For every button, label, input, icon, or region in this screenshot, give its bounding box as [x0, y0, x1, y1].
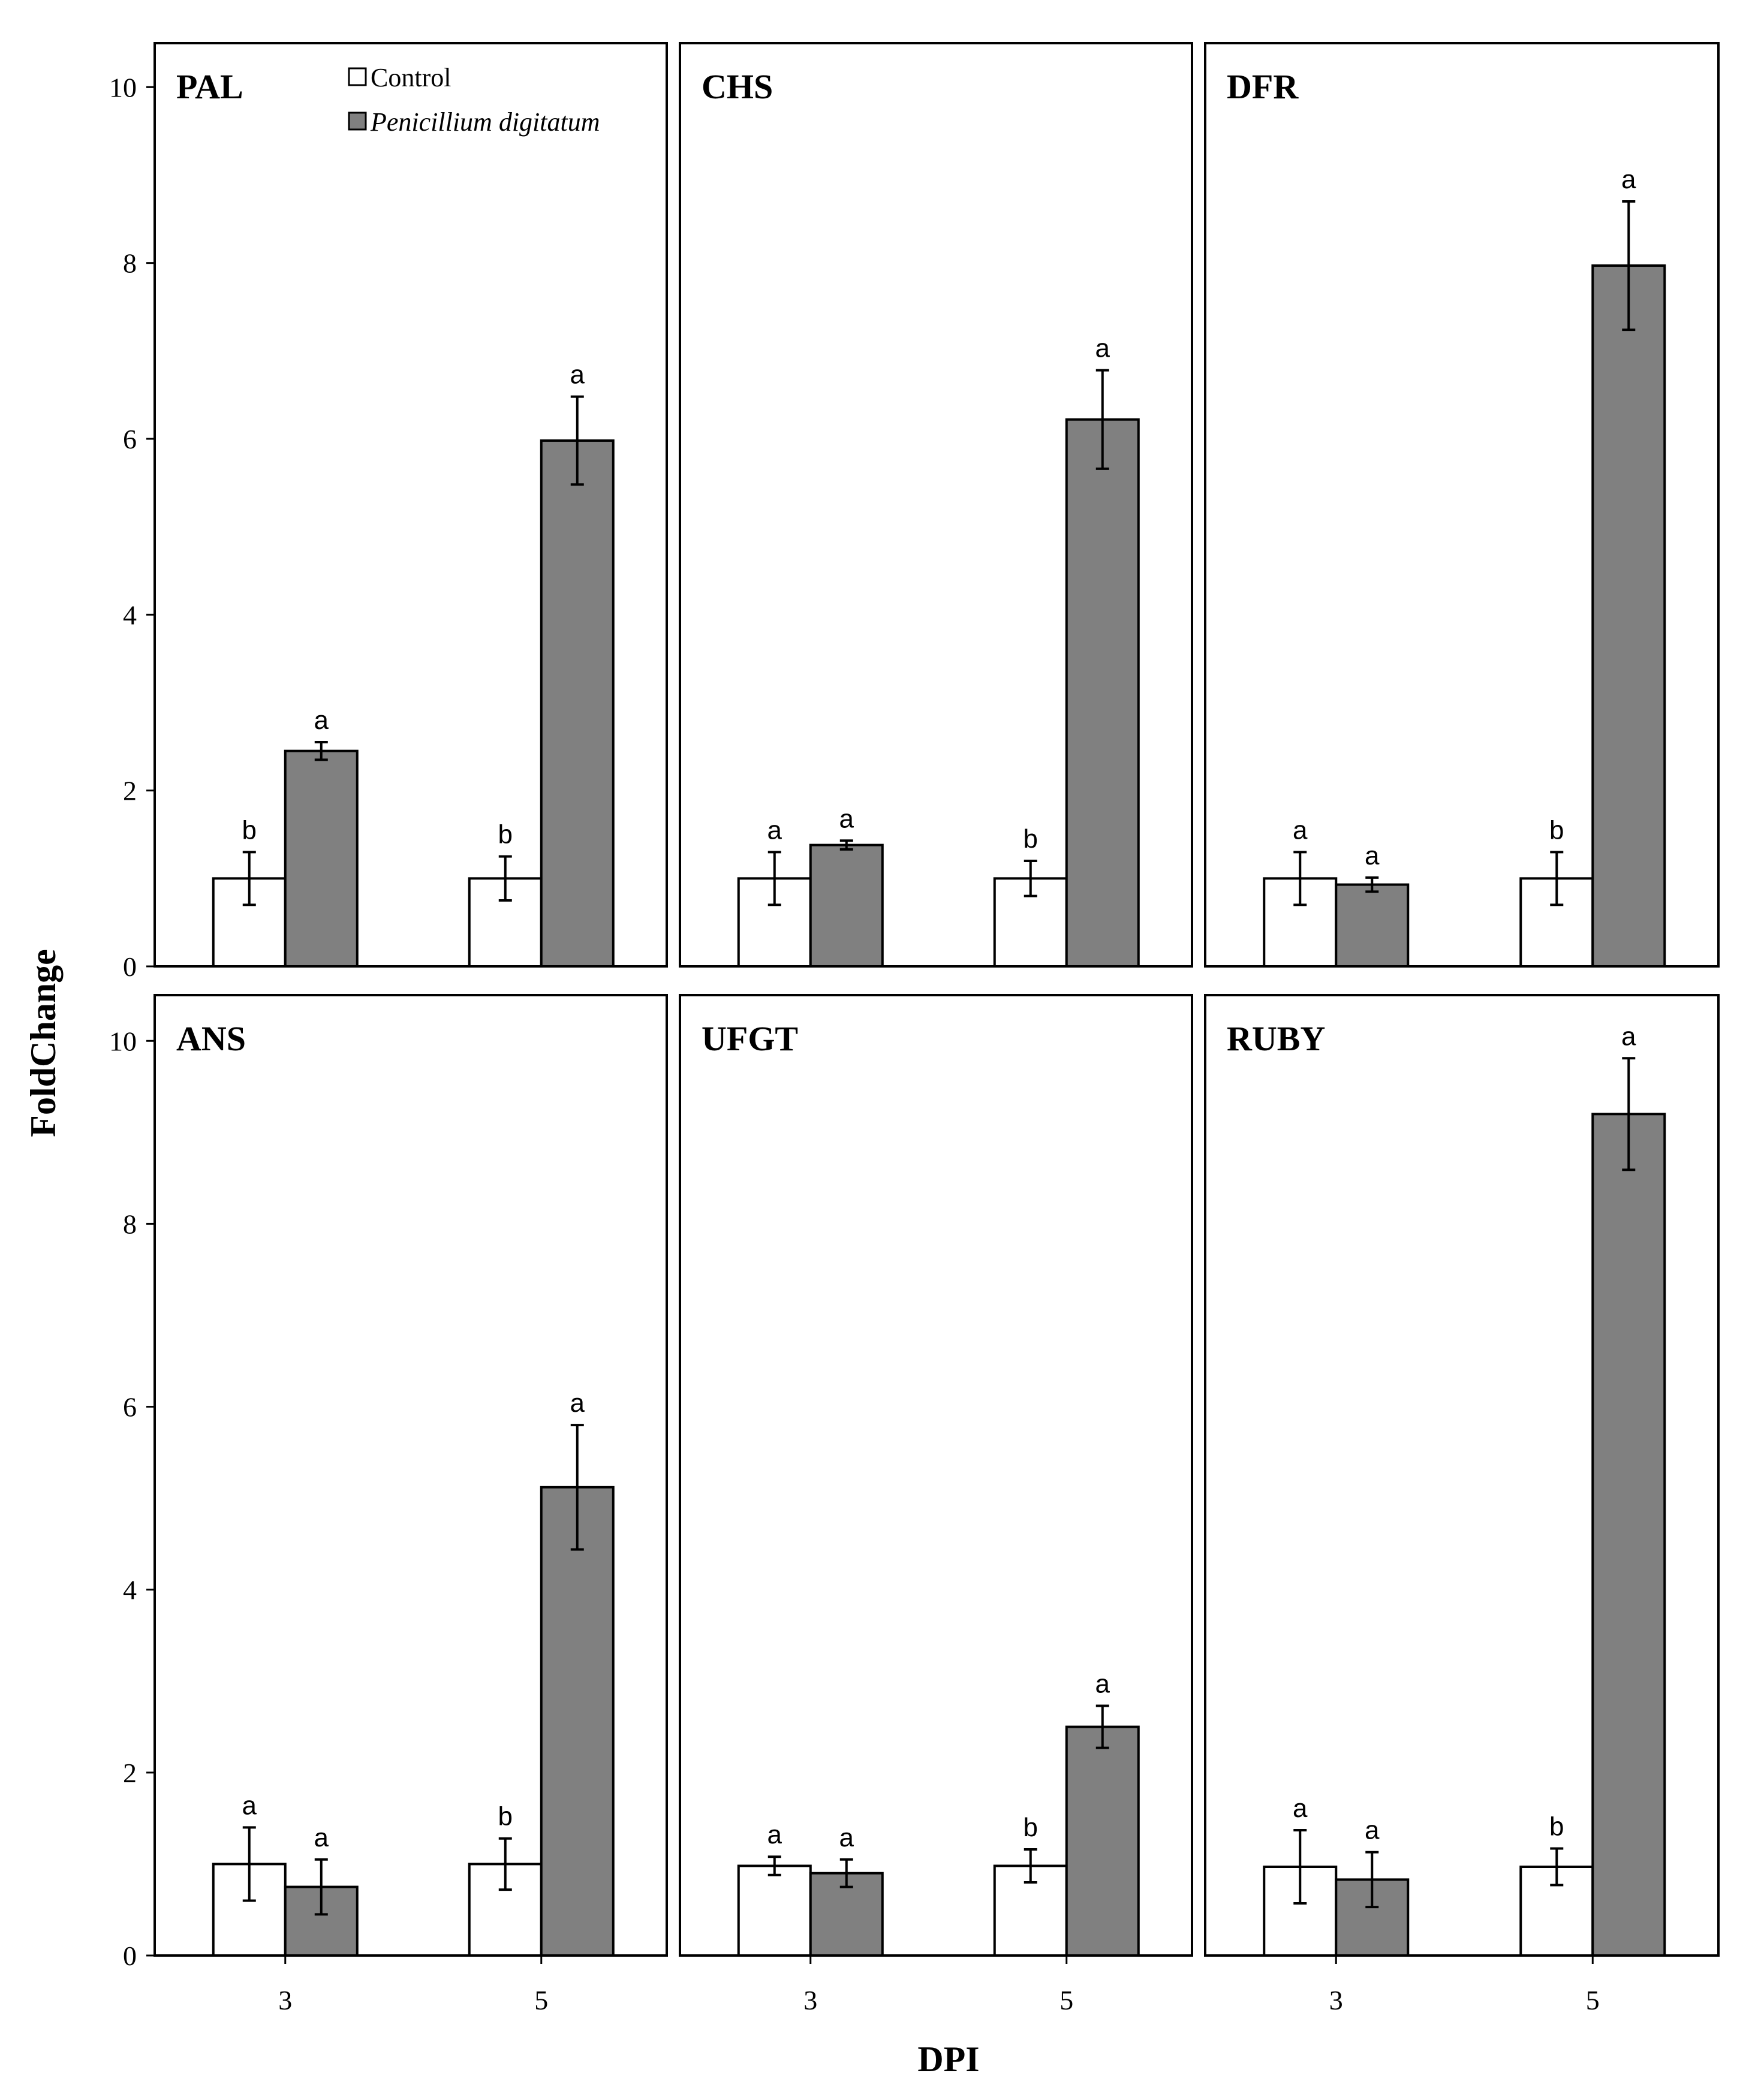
panel-title: PAL [176, 67, 243, 106]
y-tick-label: 2 [123, 1758, 137, 1788]
panel-title: DFR [1227, 67, 1299, 106]
bar-treatment-dpi-5 [1065, 1725, 1140, 1957]
significance-letter: a [1095, 1669, 1110, 1698]
y-tick-label: 0 [123, 951, 137, 982]
x-tick-label: 5 [1586, 1985, 1600, 2015]
significance-letter: a [1293, 815, 1308, 845]
panel-ans: 0 2 4 6 8 10 ANS a a 3 b a 5 [109, 994, 668, 2015]
legend-label: Penicillium digitatum [370, 107, 600, 137]
significance-letter: a [314, 1823, 329, 1852]
panel-dfr: DFR a a b a [1204, 42, 1720, 968]
y-tick-label: 0 [123, 1941, 137, 1971]
panel-chs: CHS a a b a [679, 42, 1193, 968]
legend-swatch-control [348, 67, 367, 86]
bar-treatment-dpi-5 [1065, 418, 1140, 968]
significance-letter: b [498, 820, 513, 849]
y-tick-label: 6 [123, 1392, 137, 1423]
panel-frame [153, 994, 668, 1957]
significance-letter: a [839, 1823, 854, 1852]
bar-control-dpi-3 [737, 1864, 812, 1957]
x-tick-label: 5 [534, 1985, 548, 2015]
significance-letter: a [1365, 1816, 1380, 1845]
panel-title: CHS [702, 67, 773, 106]
significance-letter: b [1024, 824, 1038, 854]
significance-letter: b [1024, 1813, 1038, 1842]
panel-frame [153, 42, 668, 968]
significance-letter: a [314, 706, 329, 735]
significance-letter: b [1549, 815, 1564, 845]
panel-frame [679, 42, 1193, 968]
y-tick-label: 8 [123, 1209, 137, 1239]
x-tick-label: 3 [803, 1985, 817, 2015]
significance-letter: b [242, 815, 257, 845]
significance-letter: a [570, 360, 585, 390]
significance-letter: a [1095, 334, 1110, 363]
bar-treatment-dpi-3 [1335, 883, 1410, 968]
panel-frame [1204, 42, 1720, 968]
significance-letter: a [1621, 165, 1636, 194]
y-tick-label: 6 [123, 424, 137, 454]
significance-letter: b [498, 1802, 513, 1831]
significance-letter: a [1621, 1022, 1636, 1051]
x-tick-label: 3 [1329, 1985, 1343, 2015]
significance-letter: a [1293, 1794, 1308, 1823]
bar-treatment-dpi-5 [540, 439, 615, 968]
significance-letter: a [1365, 841, 1380, 870]
bar-treatment-dpi-5 [1591, 1113, 1666, 1957]
panel-title: UFGT [702, 1019, 798, 1058]
legend-label: Control [371, 63, 451, 92]
significance-letter: a [570, 1388, 585, 1418]
x-tick-label: 5 [1059, 1985, 1073, 2015]
y-tick-label: 4 [123, 1575, 137, 1605]
panel-ufgt: UFGT a a 3 b a 5 [679, 994, 1193, 2015]
bar-treatment-dpi-3 [284, 749, 359, 968]
panel-pal: 0 2 4 6 8 10 PAL b a b a Control Penicillium digitat… [109, 42, 668, 982]
bar-treatment-dpi-5 [540, 1486, 615, 1957]
significance-letter: a [242, 1791, 257, 1820]
significance-letter: a [767, 1820, 782, 1849]
panel-title: RUBY [1227, 1019, 1325, 1058]
y-tick-label: 8 [123, 248, 137, 279]
panel-ruby: RUBY a a 3 b a 5 [1204, 994, 1720, 2015]
legend-swatch-treatment [348, 112, 367, 131]
bar-treatment-dpi-5 [1591, 264, 1666, 968]
x-tick-label: 3 [278, 1985, 292, 2015]
y-tick-label: 4 [123, 599, 137, 630]
x-axis-title: DPI [917, 2039, 979, 2079]
significance-letter: a [839, 804, 854, 833]
y-tick-label: 10 [109, 1026, 137, 1056]
panels-layer: 0 2 4 6 8 10 PAL b a b a Control Penicillium digitat… [109, 42, 1720, 2015]
significance-letter: b [1549, 1812, 1564, 1841]
panel-frame [1204, 994, 1720, 1957]
legend: Control Penicillium digitatum [348, 63, 600, 137]
panel-title: ANS [176, 1019, 246, 1058]
y-tick-label: 2 [123, 776, 137, 806]
bar-treatment-dpi-3 [809, 843, 884, 968]
y-axis-title: FoldChange [23, 949, 63, 1137]
panel-frame [679, 994, 1193, 1957]
y-tick-label: 10 [109, 72, 137, 103]
significance-letter: a [767, 815, 782, 845]
